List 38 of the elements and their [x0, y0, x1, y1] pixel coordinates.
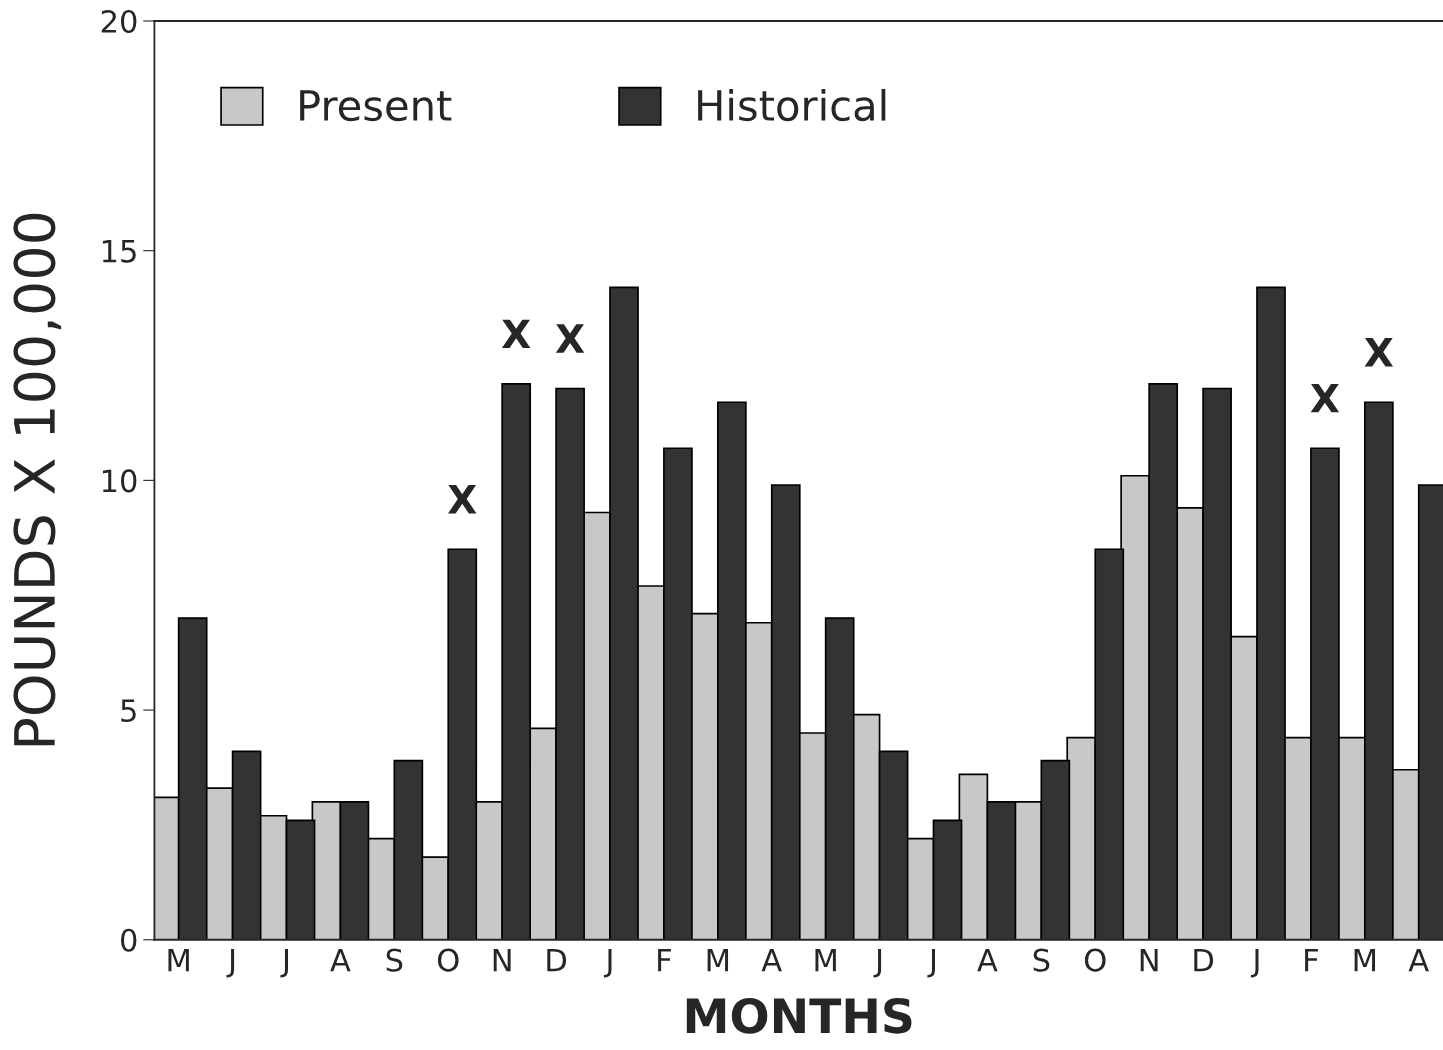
- x-tick-label: N: [493, 949, 511, 972]
- x-tick-label: J: [603, 949, 612, 978]
- x-tick-label: S: [386, 948, 403, 972]
- x-axis-title: MONTHS: [686, 997, 912, 1034]
- y-tick-label: 0: [121, 928, 137, 952]
- y-axis-title: POUNDS X 100,000: [13, 213, 62, 746]
- x-tick-label: A: [1408, 949, 1429, 972]
- x-tick-label: A: [761, 949, 782, 972]
- x-tick-label: M: [707, 949, 729, 972]
- x-tick-label: N: [1140, 949, 1158, 972]
- x-tick-label: J: [927, 949, 935, 978]
- x-tick-label: D: [547, 949, 567, 972]
- x-tick-label: F: [1305, 949, 1318, 972]
- x-tick-label: A: [977, 949, 998, 972]
- x-tick-label: S: [1033, 948, 1050, 972]
- x-tick-label: M: [1354, 949, 1376, 972]
- x-tick-label: J: [873, 949, 882, 978]
- data-label: X: [1364, 338, 1394, 367]
- x-tick-label: D: [1194, 949, 1214, 972]
- y-tick-label: 15: [102, 240, 136, 263]
- x-tick-label: J: [280, 949, 288, 978]
- x-tick-label: J: [1250, 949, 1259, 978]
- y-tick-label: 20: [101, 9, 137, 34]
- y-tick-label: 10: [102, 469, 137, 493]
- legend-label: Present: [300, 90, 452, 122]
- data-label: X: [448, 485, 477, 514]
- x-tick-label: A: [330, 949, 351, 972]
- x-tick-label: J: [226, 949, 235, 978]
- y-tick-label: 5: [121, 699, 136, 723]
- data-label: X: [555, 324, 585, 353]
- x-tick-label: O: [1084, 948, 1106, 972]
- data-label: X: [501, 319, 531, 349]
- x-tick-label: M: [815, 949, 836, 972]
- legend-label: Historical: [698, 88, 886, 122]
- x-tick-label: M: [168, 949, 189, 972]
- x-tick-label: O: [437, 948, 459, 972]
- x-tick-label: F: [658, 949, 671, 972]
- data-label: X: [1310, 384, 1340, 413]
